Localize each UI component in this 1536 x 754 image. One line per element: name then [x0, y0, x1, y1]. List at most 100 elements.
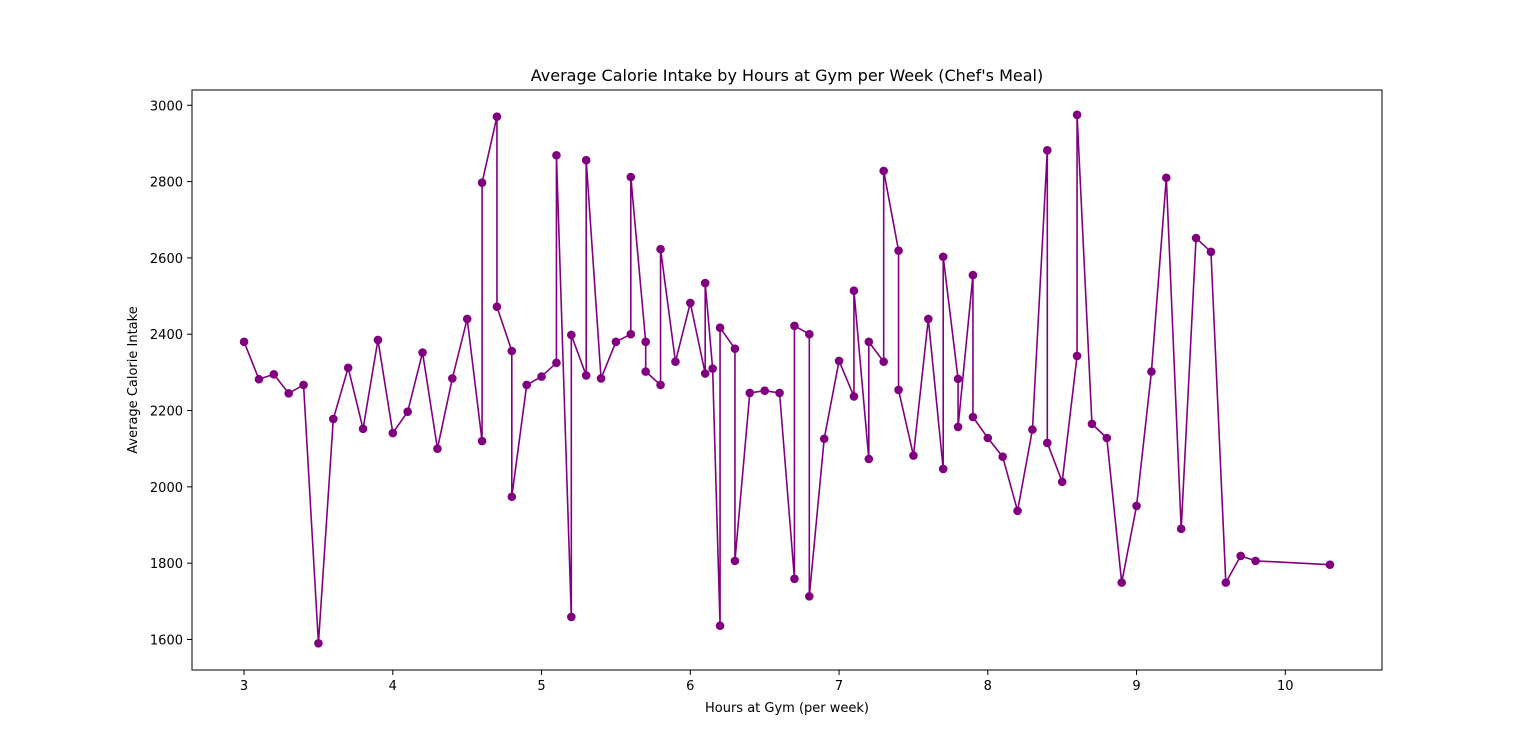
data-point	[567, 330, 576, 340]
data-point	[433, 444, 442, 453]
data-point	[715, 621, 725, 631]
data-point	[1251, 556, 1260, 566]
chart-title: Average Calorie Intake by Hours at Gym p…	[531, 66, 1043, 85]
data-point	[686, 298, 695, 308]
data-point	[1117, 578, 1126, 587]
data-point	[507, 492, 517, 502]
data-point	[641, 367, 650, 376]
x-tick-label: 5	[537, 679, 545, 694]
data-point	[492, 112, 502, 122]
data-point	[1162, 173, 1171, 183]
data-point	[1087, 419, 1097, 429]
data-point	[462, 314, 472, 324]
data-point	[299, 380, 308, 390]
data-point	[953, 422, 963, 432]
data-point	[805, 329, 814, 339]
data-point	[507, 346, 517, 356]
data-point	[314, 638, 323, 648]
data-point	[700, 369, 710, 378]
data-point	[1072, 110, 1082, 120]
data-point	[492, 302, 502, 312]
data-point	[790, 321, 799, 331]
data-point	[708, 364, 717, 373]
data-point	[864, 337, 874, 347]
data-point	[269, 369, 279, 379]
data-point	[671, 357, 680, 366]
data-point	[849, 286, 859, 296]
y-tick-label: 2000	[150, 481, 183, 496]
data-point	[522, 380, 531, 390]
data-point	[656, 380, 665, 390]
data-point	[894, 385, 903, 395]
data-point	[953, 374, 963, 384]
data-point	[938, 252, 948, 262]
data-point	[730, 344, 740, 354]
y-tick-label: 2800	[150, 176, 183, 191]
data-point	[329, 414, 338, 424]
data-point	[537, 372, 546, 381]
data-point	[745, 388, 755, 398]
plot-area	[239, 110, 1335, 648]
data-point	[641, 337, 650, 347]
data-point	[894, 246, 903, 255]
y-tick-label: 2200	[150, 405, 183, 420]
data-point	[1043, 145, 1052, 155]
data-point	[700, 278, 710, 288]
data-point	[968, 412, 978, 422]
data-point	[611, 337, 621, 347]
y-tick-label: 3000	[150, 99, 183, 114]
data-point	[552, 150, 561, 160]
data-point	[388, 428, 398, 438]
data-point	[879, 166, 888, 176]
data-point	[358, 424, 368, 434]
data-point	[254, 374, 264, 384]
data-point	[938, 464, 948, 474]
x-tick-label: 8	[984, 679, 992, 694]
data-point	[1176, 524, 1186, 534]
y-tick-label: 2400	[150, 328, 183, 343]
data-point	[567, 612, 576, 622]
x-tick-label: 7	[835, 679, 843, 694]
data-point	[864, 454, 874, 464]
data-point	[581, 155, 591, 165]
data-point	[715, 323, 725, 333]
data-point	[1191, 233, 1201, 243]
data-point	[819, 434, 829, 444]
series-line	[243, 114, 1330, 645]
data-point	[1147, 367, 1156, 376]
data-point	[760, 386, 769, 395]
data-point	[373, 335, 383, 345]
data-point	[626, 329, 636, 339]
x-tick-label: 3	[240, 679, 248, 694]
data-point	[448, 374, 457, 383]
data-point	[418, 348, 427, 357]
x-tick-label: 9	[1132, 679, 1140, 694]
data-point	[1221, 578, 1231, 587]
x-tick-label: 10	[1277, 679, 1294, 694]
data-point	[968, 270, 978, 280]
plot-frame	[191, 89, 1383, 671]
data-point	[1072, 351, 1082, 361]
y-axis-label: Average Calorie Intake	[126, 306, 141, 453]
data-point	[1206, 247, 1216, 257]
data-point	[1028, 425, 1037, 434]
data-point	[552, 358, 561, 368]
data-point	[1013, 506, 1022, 516]
y-axis: 1600 1800 2000 2200 2400 2600 2800 3000	[150, 99, 192, 648]
data-point	[403, 407, 412, 416]
y-tick-label: 2600	[150, 252, 183, 267]
data-point	[581, 371, 591, 380]
y-tick-label: 1600	[150, 633, 183, 648]
data-point	[284, 389, 293, 398]
data-point	[343, 363, 353, 373]
data-point	[805, 592, 814, 601]
data-point	[790, 574, 799, 584]
data-point	[849, 392, 859, 401]
data-point	[998, 452, 1007, 461]
data-point	[1132, 501, 1141, 511]
data-point	[477, 436, 487, 446]
data-point	[477, 178, 487, 188]
x-tick-label: 6	[686, 679, 694, 694]
